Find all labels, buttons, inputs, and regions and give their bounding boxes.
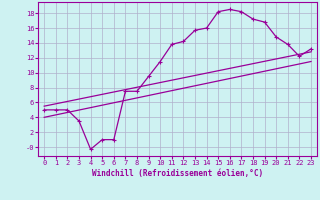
X-axis label: Windchill (Refroidissement éolien,°C): Windchill (Refroidissement éolien,°C) — [92, 169, 263, 178]
